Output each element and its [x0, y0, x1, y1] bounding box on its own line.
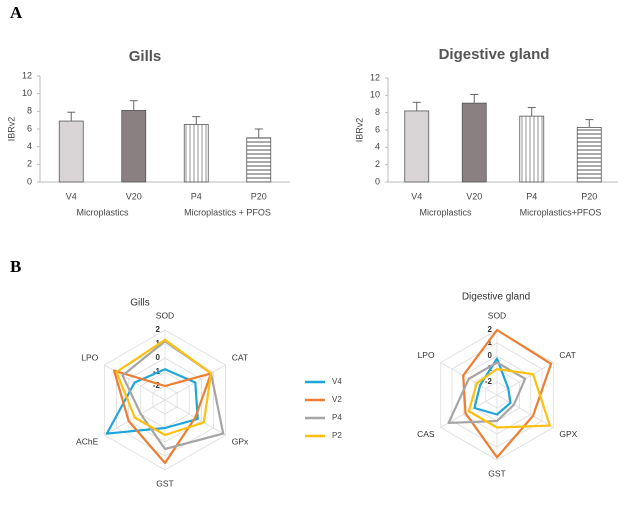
bar	[404, 110, 430, 183]
x-tick-label: P20	[251, 191, 267, 201]
series-line	[447, 361, 527, 425]
y-tick-label: 6	[27, 123, 32, 133]
y-tick-label: 10	[370, 90, 380, 100]
panel-label: A	[10, 3, 23, 22]
group-label: Microplastics + PFOS	[184, 207, 271, 217]
x-tick-label: V4	[411, 191, 422, 201]
bar	[576, 127, 602, 183]
chart-title: Gills	[130, 298, 149, 309]
legend-label: P4	[332, 413, 342, 422]
legend-label: V2	[332, 395, 342, 404]
axis-label: GST	[156, 478, 173, 488]
r-tick-label: -1	[153, 367, 161, 376]
bar	[183, 124, 209, 183]
chart-title: Digestive gland	[462, 292, 530, 303]
group-label: Microplastics	[419, 207, 472, 217]
r-tick-label: 2	[488, 325, 493, 334]
axis-label: LPO	[418, 350, 435, 360]
axis-label: GST	[488, 468, 505, 478]
axis-label: AChE	[76, 436, 99, 446]
series-line	[473, 357, 512, 416]
r-tick-label: 0	[156, 353, 161, 362]
group-label: Microplastics+PFOS	[520, 207, 602, 217]
axis-label: SOD	[156, 310, 174, 320]
x-tick-label: P4	[526, 191, 537, 201]
y-tick-label: 12	[370, 72, 380, 82]
series-line	[467, 367, 552, 429]
y-axis-label: IBRv2	[6, 117, 16, 142]
y-tick-label: 4	[27, 141, 32, 151]
y-tick-label: 10	[22, 88, 32, 98]
bar	[246, 137, 272, 183]
bar	[121, 110, 147, 183]
y-tick-label: 0	[375, 176, 380, 186]
chart-title: Digestive gland	[439, 46, 550, 63]
axis-label: CAT	[559, 350, 575, 360]
series-line	[115, 338, 213, 437]
bar	[519, 115, 545, 183]
series-line	[462, 328, 553, 459]
x-tick-label: V20	[126, 191, 142, 201]
series-line	[105, 368, 199, 435]
axis-label: SOD	[488, 310, 506, 320]
r-tick-label: 0	[488, 351, 493, 360]
legend-label: P2	[332, 431, 342, 440]
bar	[461, 102, 487, 183]
y-tick-label: 0	[27, 176, 32, 186]
x-tick-label: V4	[66, 191, 77, 201]
x-tick-label: V20	[466, 191, 482, 201]
r-tick-label: -2	[485, 377, 493, 386]
y-tick-label: 8	[27, 106, 32, 116]
y-tick-label: 12	[22, 70, 32, 80]
chart-title: Gills	[129, 48, 162, 65]
r-tick-label: -1	[485, 364, 493, 373]
r-tick-label: -2	[153, 381, 161, 390]
y-tick-label: 6	[375, 124, 380, 134]
y-tick-label: 8	[375, 107, 380, 117]
x-tick-label: P20	[581, 191, 597, 201]
bar	[58, 120, 84, 183]
panel-label: B	[10, 257, 21, 276]
axis-label: GPx	[232, 436, 249, 446]
x-tick-label: P4	[191, 191, 202, 201]
y-tick-label: 2	[375, 159, 380, 169]
axis-label: LPO	[81, 352, 98, 362]
y-tick-label: 4	[375, 142, 380, 152]
axis-label: GPX	[559, 429, 577, 439]
y-axis-label: IBRv2	[354, 118, 364, 143]
spoke	[496, 394, 554, 428]
axis-label: CAT	[232, 352, 248, 362]
r-tick-label: 2	[156, 325, 161, 334]
y-tick-label: 2	[27, 159, 32, 169]
r-tick-label: 1	[488, 338, 493, 347]
group-label: Microplastics	[76, 207, 129, 217]
legend-label: V4	[332, 377, 342, 386]
axis-label: CAS	[417, 429, 435, 439]
